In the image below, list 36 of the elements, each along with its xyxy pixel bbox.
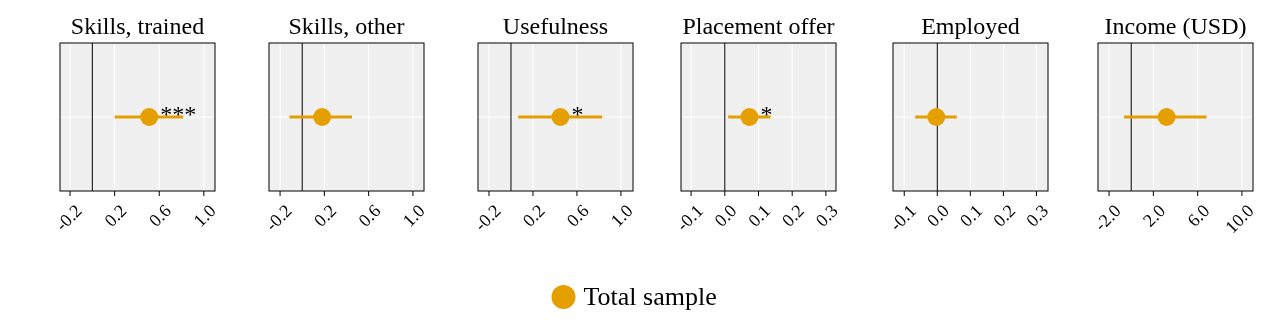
x-tick-label: 6.0 [1183,200,1214,231]
x-tick-label: 0.3 [811,200,842,231]
x-tick-label: 0.0 [922,200,954,231]
x-tick-label: -0.1 [885,200,920,235]
x-tick-label: 1.0 [398,200,429,231]
x-tick-label: 0.1 [744,200,775,231]
x-tick-label: 0.0 [710,200,741,231]
x-tick-label: 0.6 [562,200,593,231]
chart-title: Usefulness [502,13,609,39]
x-tick-label: 1.0 [606,200,637,231]
chart-title: Skills, trained [70,13,205,39]
x-tick-label: -0.2 [470,200,505,235]
chart-title: Employed [921,13,1020,39]
x-tick-label: 0.6 [144,200,175,231]
annotation: * [571,101,584,127]
x-tick-label: 0.2 [989,200,1020,231]
x-tick-label: 10.0 [1221,200,1258,238]
x-tick-label: 1.0 [189,200,220,231]
x-tick-label: 0.2 [777,200,808,231]
x-tick-label: -0.2 [261,200,296,235]
x-tick-label: 0.2 [310,200,341,231]
chart-title: Placement offer [682,13,835,39]
x-tick-label: 0.2 [100,200,131,231]
x-tick-label: 0.6 [354,200,385,231]
x-tick-label: 0.2 [518,200,549,231]
x-tick-label: -2.0 [1090,200,1125,235]
x-tick-label: 0.1 [956,200,987,231]
annotation: *** [160,101,197,127]
x-tick-label: -0.2 [51,200,86,235]
x-tick-label: 2.0 [1139,200,1170,231]
annotation: * [760,101,773,127]
x-tick-label: -0.1 [672,200,707,235]
x-tick-label: 0.3 [1022,200,1053,231]
chart-title: Income (USD) [1104,13,1247,39]
legend-label: Total sample [583,282,717,311]
chart-title: Skills, other [288,13,405,39]
